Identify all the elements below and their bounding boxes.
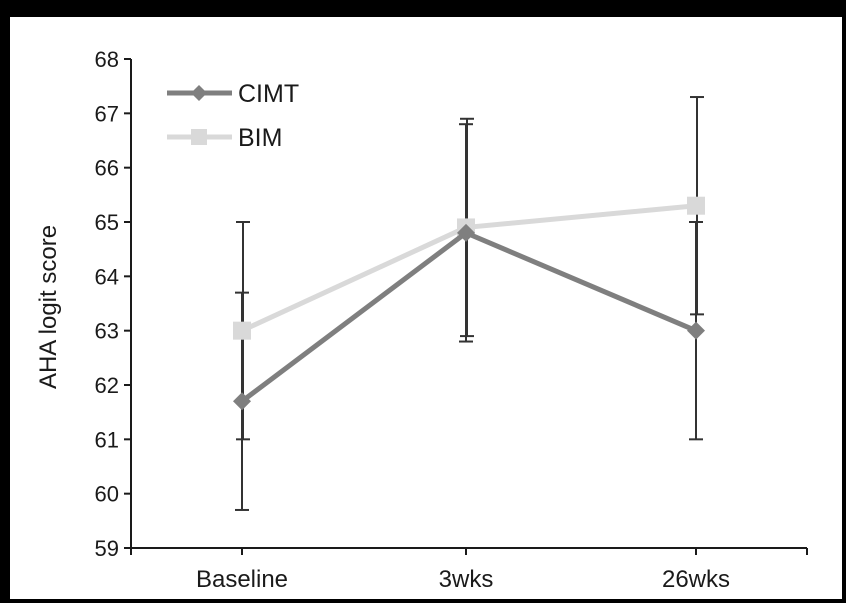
y-axis-label: AHA logit score	[35, 225, 62, 389]
y-tick-label: 68	[95, 47, 119, 72]
y-tick-label: 67	[95, 101, 119, 126]
chart-axes: 59 60 61 62 63 64 65 66 67 68 Baseline 3wks 26wks	[95, 47, 808, 593]
data-point-cimt	[233, 392, 251, 411]
legend-marker-cimt	[191, 85, 207, 101]
data-point-bim	[233, 321, 251, 340]
x-category-label: 26wks	[662, 566, 730, 593]
series-lines	[233, 196, 705, 411]
y-tick-label: 66	[95, 156, 119, 181]
x-category-label: 3wks	[439, 566, 494, 593]
legend-marker-bim	[191, 129, 207, 145]
y-tick-label: 64	[95, 264, 119, 289]
line-chart: 59 60 61 62 63 64 65 66 67 68 Baseline 3wks 26wks CI…	[35, 47, 808, 593]
y-tick-label: 62	[95, 373, 119, 398]
y-tick-label: 60	[95, 482, 119, 507]
y-tick-label: 65	[95, 210, 119, 235]
chart-figure: 59 60 61 62 63 64 65 66 67 68 Baseline 3wks 26wks CI…	[10, 17, 842, 599]
data-point-cimt	[687, 321, 705, 340]
y-tick-label: 59	[95, 536, 119, 561]
y-tick-label: 63	[95, 319, 119, 344]
x-category-label: Baseline	[196, 566, 288, 593]
data-point-cimt	[457, 223, 475, 242]
y-tick-label: 61	[95, 427, 119, 452]
data-point-bim	[687, 196, 705, 215]
legend-label-cimt: CIMT	[238, 80, 299, 108]
series-line-cimt	[240, 230, 697, 404]
chart-legend: CIMT BIM	[167, 80, 299, 152]
legend-label-bim: BIM	[238, 124, 282, 152]
